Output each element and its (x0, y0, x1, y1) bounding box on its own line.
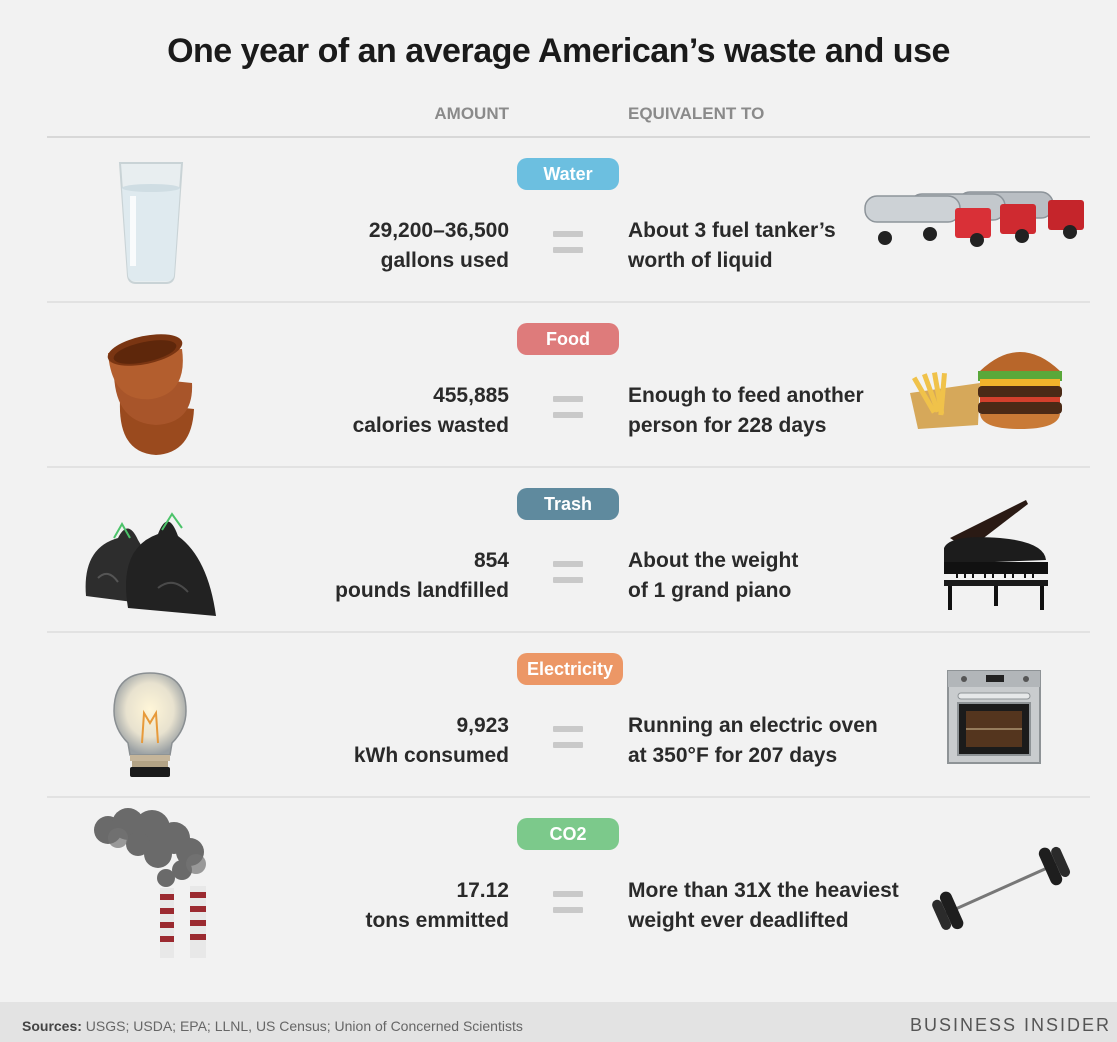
equivalent-value: About 3 fuel tanker’s worth of liquid (628, 216, 836, 276)
header-divider (47, 136, 1090, 138)
category-pill-trash: Trash (517, 488, 619, 520)
equiv-line2: weight ever deadlifted (628, 909, 849, 932)
equiv-line2: of 1 grand piano (628, 579, 792, 602)
amount-line1: 17.12 (456, 879, 509, 902)
row-water: Water 29,200–36,500 gallons used About 3… (0, 138, 1117, 303)
amount-line1: 29,200–36,500 (368, 219, 509, 242)
equivalent-value: About the weight of 1 grand piano (628, 546, 798, 606)
amount-value: 29,200–36,500 gallons used (369, 216, 509, 276)
amount-line2: pounds landfilled (335, 579, 509, 602)
amount-line1: 455,885 (433, 384, 509, 407)
equals-icon (553, 231, 583, 257)
amount-value: 17.12 tons emmitted (365, 876, 509, 936)
equiv-line1: About 3 fuel tanker’s (628, 219, 836, 242)
row-divider (47, 466, 1090, 468)
page-title: One year of an average American’s waste … (167, 32, 950, 70)
category-pill-food: Food (517, 323, 619, 355)
equals-icon (553, 726, 583, 752)
category-pill-electricity: Electricity (517, 653, 624, 685)
smokestacks-icon (78, 808, 228, 958)
equals-icon (553, 891, 583, 917)
grand-piano-icon (860, 478, 1095, 628)
barbell-icon (860, 808, 1095, 958)
equals-icon (553, 561, 583, 587)
equals-icon (553, 396, 583, 422)
amount-line2: kWh consumed (353, 744, 509, 767)
category-pill-water: Water (517, 158, 619, 190)
footer: Sources: USGS; USDA; EPA; LLNL, US Censu… (0, 1002, 1117, 1042)
amount-value: 455,885 calories wasted (353, 381, 509, 441)
column-header-equivalent: EQUIVALENT TO (628, 104, 765, 123)
sources-label: Sources: (22, 1018, 82, 1034)
row-food: Food 455,885 calories wasted Enough to f… (0, 303, 1117, 468)
equivalent-value: Running an electric oven at 350°F for 20… (628, 711, 878, 771)
equiv-line2: worth of liquid (628, 249, 773, 272)
water-glass-icon (78, 148, 228, 298)
sources-text: USGS; USDA; EPA; LLNL, US Census; Union … (81, 1018, 523, 1034)
wooden-bowls-icon (78, 313, 228, 463)
row-co2: CO2 17.12 tons emmitted More than 31X th… (0, 798, 1117, 963)
electric-oven-icon (860, 643, 1095, 793)
category-pill-co2: CO2 (517, 818, 619, 850)
amount-line1: 9,923 (456, 714, 509, 737)
equiv-line1: Enough to feed another (628, 384, 864, 407)
burger-and-fries-icon (860, 313, 1095, 463)
amount-line2: calories wasted (352, 414, 509, 437)
equiv-line2: at 350°F for 207 days (628, 744, 838, 767)
equiv-line1: About the weight (628, 549, 799, 572)
column-header-amount: AMOUNT (434, 104, 509, 123)
amount-value: 854 pounds landfilled (335, 546, 509, 606)
amount-line2: gallons used (380, 249, 509, 272)
equiv-line1: Running an electric oven (628, 714, 878, 737)
brand-logo: BUSINESS INSIDER (909, 1015, 1111, 1035)
equiv-line2: person for 228 days (628, 414, 827, 437)
row-electricity: Electricity 9,923 kWh consumed Running a… (0, 633, 1117, 798)
fuel-tanker-trucks-icon (860, 148, 1095, 298)
amount-line1: 854 (473, 549, 509, 572)
equivalent-value: Enough to feed another person for 228 da… (628, 381, 864, 441)
sources-note: Sources: USGS; USDA; EPA; LLNL, US Censu… (22, 1018, 523, 1034)
row-divider (47, 631, 1090, 633)
amount-value: 9,923 kWh consumed (354, 711, 509, 771)
row-trash: Trash 854 pounds landfilled About the we… (0, 468, 1117, 633)
row-divider (47, 301, 1090, 303)
light-bulb-icon (78, 643, 228, 793)
amount-line2: tons emmitted (365, 909, 509, 932)
equivalent-value: More than 31X the heaviest weight ever d… (628, 876, 899, 936)
trash-bags-icon (78, 478, 228, 628)
equiv-line1: More than 31X the heaviest (628, 879, 899, 902)
row-divider (47, 796, 1090, 798)
